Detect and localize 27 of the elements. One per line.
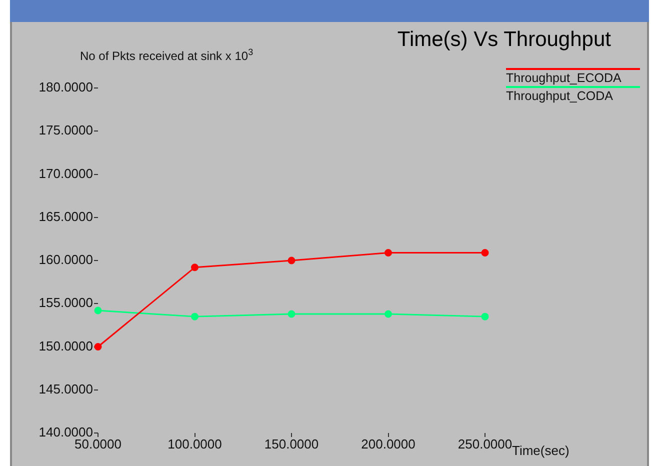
chart-title: Time(s) Vs Throughput	[397, 28, 611, 52]
y-tick-label: 175.0000	[38, 122, 93, 138]
text: Throughput_CODA	[506, 86, 640, 103]
y-tick-label: 150.0000	[38, 338, 93, 354]
y-tick-label: 145.0000	[38, 381, 93, 396]
x-tick-label: 150.0000	[264, 436, 319, 452]
point	[288, 256, 296, 264]
y-axis-title: No of Pkts received at sink x 10$^{3}$	[80, 47, 254, 63]
y-tick-label: 170.0000	[38, 166, 93, 181]
point	[481, 312, 489, 320]
point	[191, 312, 198, 320]
point	[94, 306, 102, 314]
y-tick-label: 155.0000	[38, 295, 93, 310]
point	[384, 310, 392, 318]
point	[94, 343, 102, 350]
y-tick-label: 180.0000	[38, 80, 93, 95]
x-tick-label: 200.0000	[361, 436, 416, 452]
point	[481, 248, 489, 256]
x-tick-label: 250.0000	[458, 436, 512, 452]
y-tick-label: 165.0000	[38, 208, 93, 224]
x-axis-title: Time(sec)	[512, 443, 570, 458]
text: Throughput_ECODA	[506, 68, 640, 85]
point	[191, 264, 198, 272]
point	[288, 310, 296, 318]
point	[384, 248, 392, 256]
y-tick-label: 160.0000	[38, 252, 93, 268]
x-tick-label: 100.0000	[168, 436, 222, 452]
